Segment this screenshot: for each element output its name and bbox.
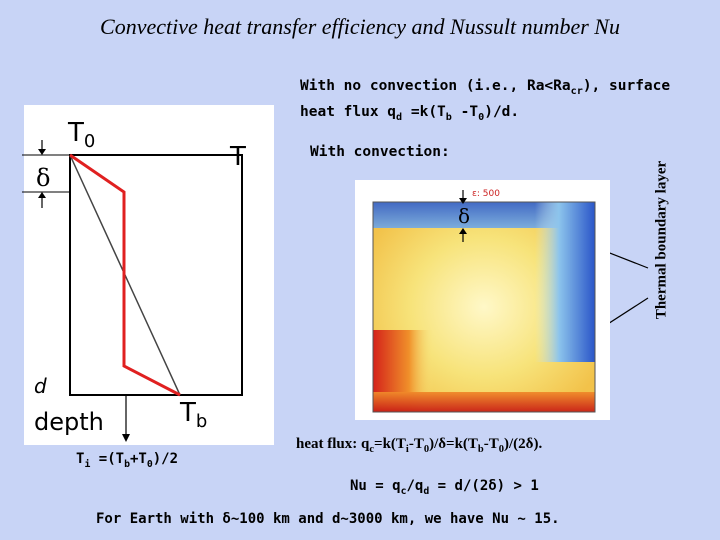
tb-label: Tb: [180, 398, 208, 432]
delta-arrowhead-top: [38, 149, 46, 155]
delta-arrowhead-bottom: [38, 192, 46, 198]
interior-temperature-formula: Ti =(Tb+T0)/2: [76, 451, 179, 470]
temperature-profile-panel: [24, 105, 274, 445]
delta-left-label: δ: [36, 164, 51, 192]
sim-delta-arrowhead-bottom: [459, 228, 467, 234]
convective-heat-flux-formula: heat flux: qc=k(Ti-T0)/δ=k(Tb-T0)/(2δ).: [296, 436, 543, 455]
no-convection-text: With no convection (i.e., Ra<Racr), surf…: [300, 76, 670, 128]
sim-delta-arrowhead-top: [459, 198, 467, 204]
t0-label: T0: [68, 118, 96, 152]
d-label: d: [34, 374, 47, 398]
convective-profile-line: [69, 153, 181, 397]
convection-simulation-panel: [355, 180, 610, 420]
slide-title: Convective heat transfer efficiency and …: [100, 14, 620, 39]
bottom-hot-boundary-layer: [373, 392, 595, 412]
t-label: T: [230, 142, 246, 172]
layer-box: [69, 154, 243, 396]
simulation-frame: [372, 201, 596, 413]
ti-arrowhead: [122, 434, 130, 442]
no-convection-line-1: With no convection (i.e., Ra<Racr), surf…: [300, 78, 671, 97]
with-convection-label: With convection:: [310, 144, 450, 160]
depth-label: depth: [34, 408, 104, 436]
convection-temperature-field: [372, 190, 596, 413]
nusselt-formula: Nu = qc/qd = d/(2δ) > 1: [350, 478, 539, 497]
delta-sim-label: δ: [458, 204, 471, 228]
thermal-boundary-layer-label: Thermal boundary layer: [653, 160, 670, 320]
no-convection-line-2: heat flux qd =k(Tb -T0)/d.: [300, 104, 520, 123]
cold-plume: [535, 202, 595, 362]
simulation-tag: ε: 500: [472, 189, 500, 199]
earth-estimate-text: For Earth with δ~100 km and d~3000 km, w…: [96, 511, 560, 527]
